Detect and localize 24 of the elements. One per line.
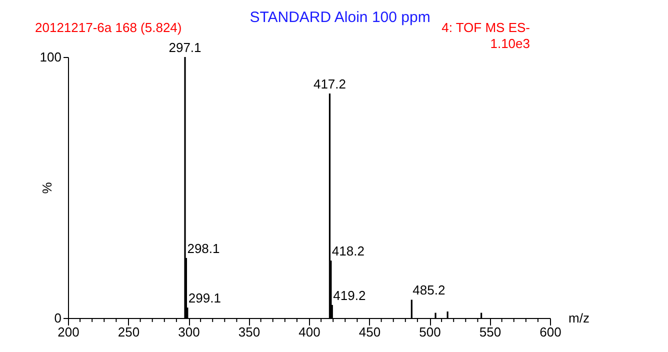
annotation: 485.2	[412, 282, 446, 298]
text: 20121217-6a 168 (5.824)	[35, 20, 182, 35]
y-tick-label: 0	[54, 310, 62, 326]
x-tick-label: 300	[178, 324, 200, 340]
x-tick-label: 450	[358, 324, 381, 340]
x-tick-label: 200	[58, 324, 80, 340]
y-axis-title: %	[40, 182, 54, 194]
annotation: 419.2	[333, 288, 366, 303]
annotation: 297.1	[168, 40, 202, 55]
x-tick-label: 350	[238, 324, 260, 340]
x-tick-label: 500	[419, 324, 441, 340]
annotation: 298.1	[187, 240, 220, 256]
x-axis-title: m/z	[568, 310, 590, 326]
annotation: 299.1	[188, 290, 221, 306]
x-tick-label: 550	[479, 324, 502, 340]
x-tick-label: 400	[298, 324, 320, 340]
annotation: 418.2	[332, 244, 364, 259]
x-tick-label: 250	[118, 324, 140, 340]
text: 1.10e3	[490, 36, 530, 51]
text: 4: TOF MS ES-	[442, 20, 530, 35]
y-tick-label: 100	[40, 50, 62, 64]
annotation: 417.2	[313, 76, 346, 92]
x-tick-label: 600	[540, 324, 562, 340]
chart-title: STANDARD Aloin 100 ppm	[250, 9, 430, 26]
